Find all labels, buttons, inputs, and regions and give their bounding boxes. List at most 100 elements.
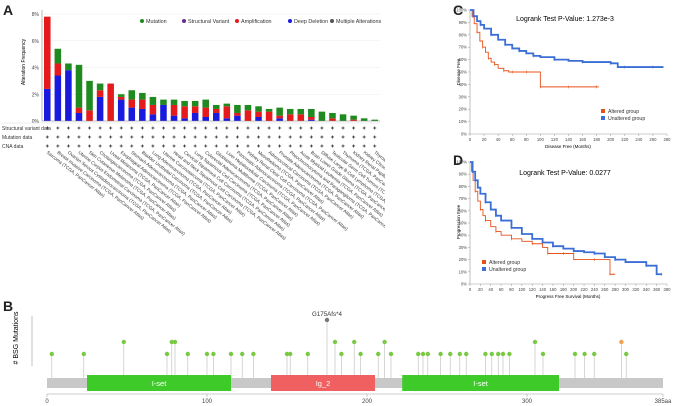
a-bar-segment: [371, 119, 378, 121]
a-bar-segment: [213, 112, 220, 121]
a-bar-segment: [75, 64, 83, 108]
b-lollipop-head: [164, 351, 170, 357]
b-x-tick-label: 200: [362, 399, 373, 405]
b-lollipop-head: [211, 351, 216, 357]
a-data-plus-marker: [235, 135, 239, 139]
a-data-plus-marker: [362, 126, 366, 130]
b-lollipop-head: [592, 351, 597, 357]
a-bar-segment: [191, 100, 199, 107]
d-title: Logrank Test P-Value: 0.0277: [519, 170, 611, 177]
a-data-plus-marker: [257, 126, 261, 130]
c-legend-label: Altered group: [608, 109, 639, 115]
c-y-tick-label: 100%: [456, 8, 467, 13]
b-domain-box: [87, 375, 231, 391]
a-data-plus-marker: [320, 144, 324, 148]
a-legend-marker: [330, 19, 334, 23]
b-lollipop-head: [324, 317, 330, 323]
b-lollipop-head: [540, 351, 546, 357]
a-bar-segment: [65, 63, 72, 71]
d-x-tick-label: 340: [643, 287, 651, 292]
a-bar-segment: [318, 111, 326, 121]
a-data-plus-marker: [66, 126, 70, 130]
a-row-label: Structural variant data: [2, 126, 51, 132]
a-data-plus-marker: [119, 144, 123, 148]
a-data-plus-marker: [246, 144, 250, 148]
d-x-axis-label: Progress Free Survival (Months): [536, 294, 601, 299]
a-data-plus-marker: [341, 126, 345, 130]
b-lollipop-head: [228, 351, 234, 357]
a-legend-label: Structural Variant: [188, 19, 230, 25]
a-data-plus-marker: [151, 126, 155, 130]
a-data-plus-marker: [278, 135, 282, 139]
a-data-plus-marker: [109, 144, 113, 148]
a-bar-segment: [276, 115, 283, 119]
a-bar-segment: [170, 115, 178, 121]
a-data-plus-marker: [45, 126, 49, 130]
a-data-plus-marker: [320, 126, 324, 130]
a-data-plus-marker: [373, 144, 377, 148]
b-lollipop-head: [305, 351, 310, 357]
a-data-plus-marker: [352, 144, 356, 148]
a-bar-segment: [181, 106, 188, 119]
a-data-plus-marker: [320, 135, 324, 139]
a-data-plus-marker: [267, 135, 271, 139]
a-data-plus-marker: [66, 144, 70, 148]
a-bar-segment: [149, 114, 157, 121]
a-bar-segment: [139, 108, 146, 121]
a-data-plus-marker: [235, 144, 239, 148]
c-x-tick-label: 240: [635, 137, 643, 142]
a-data-plus-marker: [299, 126, 303, 130]
b-lollipop-head: [420, 351, 426, 357]
c-x-tick-label: 60: [510, 137, 515, 142]
a-bar-segment: [96, 83, 104, 91]
d-y-tick-label: 80%: [459, 184, 468, 189]
a-bar-segment: [96, 90, 104, 97]
a-data-plus-marker: [119, 135, 123, 139]
b-x-tick-label: 100: [202, 399, 213, 405]
a-data-plus-marker: [309, 135, 313, 139]
a-data-plus-marker: [214, 144, 218, 148]
c-x-tick-label: 20: [482, 137, 487, 142]
a-bar-segment: [181, 100, 188, 107]
a-y-tick-label: 2%: [32, 92, 40, 98]
a-data-plus-marker: [288, 135, 292, 139]
a-bar-segment: [128, 90, 136, 100]
c-x-axis-label: Disease Free (Months): [545, 144, 591, 149]
d-legend-label: Altered group: [489, 260, 520, 266]
a-legend-label: Multiple Alterations: [336, 19, 382, 25]
disease-free-km-chart: Logrank Test P-Value: 1.273e-3 Disease F…: [456, 8, 671, 150]
a-data-plus-marker: [225, 135, 229, 139]
panel-label-a: A: [3, 2, 14, 18]
b-lollipop-head: [169, 339, 174, 345]
b-lollipop-head: [49, 351, 54, 357]
b-lollipop-head: [448, 351, 453, 357]
d-x-tick-label: 200: [570, 287, 578, 292]
b-lollipop-head: [532, 339, 538, 345]
a-bar-segment: [128, 107, 136, 121]
c-y-tick-label: 10%: [459, 119, 468, 124]
b-x-tick-label: 300: [522, 399, 533, 405]
a-data-plus-marker: [257, 144, 261, 148]
a-bar-segment: [139, 92, 146, 100]
a-data-plus-marker: [193, 126, 197, 130]
a-bar-segment: [297, 108, 305, 115]
c-y-tick-label: 70%: [459, 45, 468, 50]
c-y-tick-label: 0%: [461, 132, 467, 137]
b-lollipop-head: [572, 351, 578, 357]
a-bar-segment: [117, 99, 125, 121]
a-data-plus-marker: [330, 135, 334, 139]
a-bar-segment: [191, 112, 199, 121]
a-y-axis-label: Alteration Frequency: [21, 38, 27, 85]
d-x-tick-label: 160: [549, 287, 557, 292]
a-data-plus-marker: [352, 135, 356, 139]
a-data-plus-marker: [362, 135, 366, 139]
c-x-tick-label: 180: [593, 137, 601, 142]
a-data-plus-marker: [77, 126, 81, 130]
a-data-plus-marker: [193, 144, 197, 148]
a-data-plus-marker: [109, 135, 113, 139]
d-x-tick-label: 60: [499, 287, 504, 292]
a-data-plus-marker: [172, 126, 176, 130]
a-data-plus-marker: [246, 126, 250, 130]
a-data-plus-marker: [130, 126, 134, 130]
a-bar-segment: [149, 96, 157, 105]
